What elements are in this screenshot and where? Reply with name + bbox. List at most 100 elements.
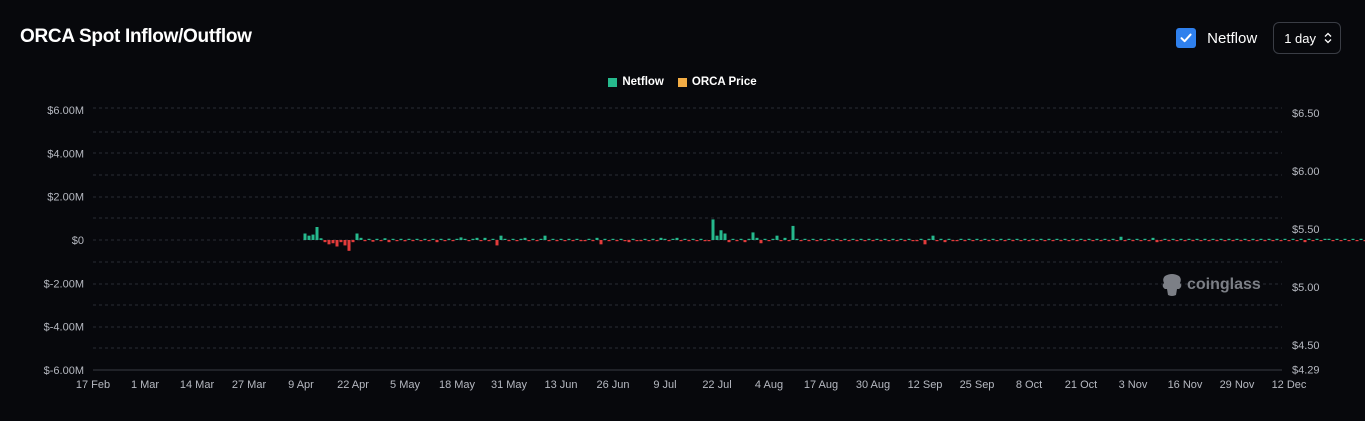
- netflow-bar: [451, 240, 455, 242]
- netflow-bar: [547, 240, 551, 242]
- netflow-bar: [1223, 240, 1227, 242]
- netflow-bar: [439, 238, 443, 240]
- netflow-bar: [327, 240, 331, 245]
- netflow-bar: [847, 240, 851, 242]
- netflow-bar: [611, 238, 615, 240]
- legend-item-orca-price[interactable]: ORCA Price: [677, 76, 757, 88]
- netflow-bar: [1163, 238, 1167, 240]
- netflow-bar: [803, 238, 807, 240]
- x-axis-tick-label: 21 Oct: [1065, 379, 1097, 391]
- netflow-bar: [795, 238, 799, 240]
- netflow-bar: [1055, 238, 1059, 240]
- netflow-bar: [703, 240, 707, 242]
- netflow-bar: [1047, 238, 1051, 240]
- chart-controls: Netflow 1 day: [1176, 22, 1341, 54]
- netflow-bar: [783, 237, 787, 240]
- netflow-bar: [1299, 238, 1303, 240]
- netflow-bar: [843, 238, 847, 240]
- netflow-bar: [459, 237, 463, 240]
- netflow-bar: [475, 237, 479, 240]
- left-axis-tick-label: $6.00M: [47, 105, 84, 117]
- netflow-bar: [1079, 238, 1083, 240]
- x-axis-tick-label: 29 Nov: [1220, 379, 1255, 391]
- netflow-bar: [967, 238, 971, 240]
- netflow-bar: [1031, 238, 1035, 240]
- netflow-checkbox[interactable]: [1176, 28, 1197, 48]
- netflow-bar: [1087, 238, 1091, 240]
- netflow-bar: [391, 238, 395, 240]
- netflow-bar: [591, 240, 595, 242]
- netflow-bar: [711, 219, 715, 240]
- netflow-bar: [355, 233, 359, 240]
- netflow-bar: [455, 238, 459, 240]
- netflow-bar: [907, 238, 911, 240]
- netflow-bar: [463, 238, 467, 240]
- netflow-bar: [1303, 240, 1307, 243]
- netflow-bar: [831, 240, 835, 242]
- netflow-bar: [1283, 238, 1287, 240]
- netflow-bar: [1071, 238, 1075, 240]
- netflow-bar: [471, 238, 475, 240]
- left-axis-tick-label: $-4.00M: [44, 322, 84, 334]
- netflow-bar: [1011, 240, 1015, 242]
- netflow-bar: [651, 238, 655, 240]
- netflow-bar: [491, 238, 495, 240]
- chevron-up-down-icon: [1324, 32, 1332, 44]
- x-axis-tick-label: 22 Jul: [702, 379, 731, 391]
- checkmark-icon: [1180, 33, 1192, 43]
- interval-select[interactable]: 1 day: [1273, 22, 1341, 54]
- netflow-bar: [979, 240, 983, 242]
- netflow-bar: [563, 240, 567, 242]
- right-axis-tick-label: $6.00: [1292, 166, 1320, 178]
- netflow-bar: [1343, 238, 1347, 240]
- netflow-bar: [1271, 240, 1275, 242]
- netflow-bar: [1351, 238, 1355, 240]
- netflow-bar: [739, 238, 743, 240]
- netflow-bar: [1099, 240, 1103, 242]
- netflow-bar: [1043, 240, 1047, 242]
- netflow-bar: [595, 237, 599, 240]
- netflow-bar: [775, 235, 779, 240]
- netflow-bar: [1119, 236, 1123, 240]
- left-axis-tick-label: $4.00M: [47, 148, 84, 160]
- watermark-text: coinglass: [1187, 276, 1261, 293]
- netflow-bar: [1263, 240, 1267, 242]
- netflow-bar: [675, 237, 679, 240]
- netflow-bar: [891, 238, 895, 240]
- netflow-bar: [1331, 240, 1335, 242]
- netflow-bar: [1003, 240, 1007, 242]
- netflow-bar: [1135, 238, 1139, 240]
- netflow-bar: [995, 240, 999, 242]
- netflow-bar: [927, 238, 931, 240]
- netflow-bar: [331, 240, 335, 244]
- right-axis-tick-label: $5.50: [1292, 224, 1320, 236]
- netflow-bar: [483, 237, 487, 240]
- left-axis-tick-label: $-6.00M: [44, 365, 84, 377]
- netflow-bar: [851, 238, 855, 240]
- netflow-bar: [987, 240, 991, 242]
- netflow-bar: [1315, 238, 1319, 240]
- netflow-bar: [667, 240, 671, 242]
- x-axis-tick-label: 12 Dec: [1272, 379, 1307, 391]
- left-axis-tick-label: $-2.00M: [44, 278, 84, 290]
- netflow-bar: [1139, 240, 1143, 242]
- netflow-bar: [347, 240, 351, 251]
- netflow-bar: [683, 238, 687, 240]
- netflow-bar: [415, 238, 419, 240]
- netflow-bar: [715, 235, 719, 240]
- netflow-bar: [567, 238, 571, 240]
- netflow-bar: [1259, 238, 1263, 240]
- netflow-bar: [1191, 240, 1195, 242]
- netflow-bar: [1115, 240, 1119, 242]
- netflow-bar: [511, 238, 515, 240]
- netflow-bar: [871, 240, 875, 242]
- netflow-bar: [671, 238, 675, 240]
- netflow-bar: [1059, 240, 1063, 242]
- x-axis-tick-label: 9 Jul: [653, 379, 676, 391]
- legend-item-netflow[interactable]: Netflow: [608, 76, 664, 88]
- netflow-bar: [903, 240, 907, 242]
- netflow-bar: [599, 240, 603, 245]
- netflow-bar: [503, 238, 507, 240]
- netflow-bar: [819, 238, 823, 240]
- netflow-bar: [1323, 238, 1327, 240]
